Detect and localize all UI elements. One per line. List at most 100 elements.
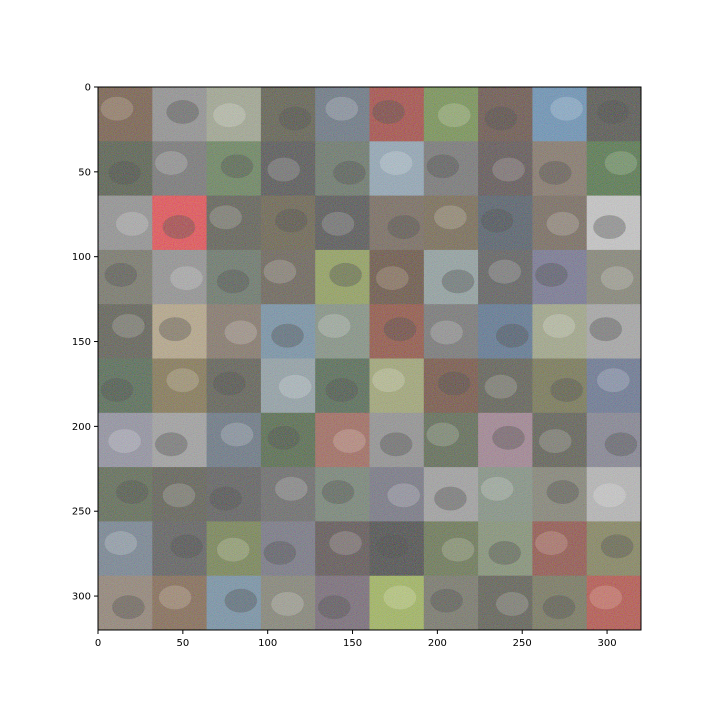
image-tile <box>369 467 425 522</box>
image-tile <box>98 412 153 468</box>
y-tick-label: 200 <box>72 422 91 433</box>
image-tile <box>260 358 316 414</box>
image-tile <box>423 467 479 522</box>
image-tile <box>532 412 588 468</box>
image-tile <box>152 467 208 522</box>
image-tile <box>532 87 588 142</box>
image-tile <box>586 87 642 142</box>
image-tile <box>315 249 370 305</box>
x-axis: 0 50 100 150 200 250 300 <box>95 630 617 649</box>
image-tile <box>260 304 316 359</box>
image-tile <box>315 521 370 577</box>
image-tile <box>423 521 479 577</box>
image-tile <box>315 304 370 359</box>
image-tile <box>369 575 425 631</box>
x-tick-label: 150 <box>343 638 362 649</box>
image-tile <box>423 358 479 414</box>
image-tile <box>532 358 588 414</box>
image-tile <box>98 195 153 251</box>
image-tile <box>532 575 588 631</box>
image-tile <box>586 412 642 468</box>
image-tile <box>206 195 262 251</box>
x-tick-label: 100 <box>258 638 277 649</box>
image-tile <box>152 412 208 468</box>
image-tile <box>423 87 479 142</box>
image-tile <box>206 304 262 359</box>
image-tile <box>315 87 370 142</box>
image-tile <box>206 141 262 197</box>
image-tile <box>369 87 425 142</box>
image-tile <box>586 575 642 631</box>
image-tile <box>260 467 316 522</box>
image-tile <box>369 358 425 414</box>
image-tile <box>315 575 370 631</box>
image-tile <box>152 575 208 631</box>
image-tile <box>206 249 262 305</box>
image-tile <box>206 575 262 631</box>
image-tile <box>152 249 208 305</box>
image-tile <box>478 141 533 197</box>
image-tile <box>98 141 153 197</box>
image-tile <box>98 521 153 577</box>
image-tile <box>315 195 370 251</box>
y-tick-label: 150 <box>72 337 91 348</box>
image-tile <box>152 304 208 359</box>
image-tile <box>423 195 479 251</box>
image-tile <box>532 249 588 305</box>
image-tile <box>98 575 153 631</box>
image-tile <box>586 467 642 522</box>
image-tile <box>98 304 153 359</box>
image-tile <box>206 521 262 577</box>
image-tile <box>532 141 588 197</box>
y-tick-label: 0 <box>85 83 91 94</box>
y-tick-label: 250 <box>72 507 91 518</box>
image-tile <box>206 467 262 522</box>
image-tile <box>152 521 208 577</box>
image-tile <box>206 412 262 468</box>
image-tile <box>260 249 316 305</box>
x-tick-label: 250 <box>513 638 532 649</box>
image-tile <box>586 521 642 577</box>
image-tile <box>478 575 533 631</box>
image-tile <box>98 249 153 305</box>
x-tick-label: 300 <box>598 638 617 649</box>
image-tile <box>478 412 533 468</box>
image-tile <box>152 141 208 197</box>
image-tile <box>532 195 588 251</box>
image-tile <box>586 358 642 414</box>
image-tiles <box>98 87 642 631</box>
image-tile <box>260 412 316 468</box>
y-axis: 0 50 100 150 200 250 300 <box>72 83 98 603</box>
y-tick-label: 50 <box>78 167 91 178</box>
image-tile <box>423 141 479 197</box>
image-tile <box>260 195 316 251</box>
plot-frame <box>97 86 642 631</box>
x-tick-label: 50 <box>176 638 189 649</box>
image-tile <box>369 195 425 251</box>
image-tile <box>152 87 208 142</box>
image-tile <box>478 87 533 142</box>
image-tile <box>260 141 316 197</box>
image-tile <box>369 141 425 197</box>
x-tick-label: 0 <box>95 638 101 649</box>
image-tile <box>586 249 642 305</box>
image-tile <box>423 412 479 468</box>
image-tile <box>369 412 425 468</box>
image-tile <box>423 304 479 359</box>
image-tile <box>260 521 316 577</box>
image-tile <box>423 575 479 631</box>
y-tick-label: 100 <box>72 252 91 263</box>
image-tile <box>423 249 479 305</box>
image-tile <box>586 195 642 251</box>
image-tile <box>478 521 533 577</box>
image-tile <box>315 412 370 468</box>
image-tile <box>369 249 425 305</box>
image-tile <box>532 304 588 359</box>
image-tile <box>152 195 208 251</box>
image-tile <box>206 358 262 414</box>
image-tile <box>206 87 262 142</box>
image-tile <box>478 249 533 305</box>
image-tile <box>315 141 370 197</box>
image-tile <box>586 141 642 197</box>
